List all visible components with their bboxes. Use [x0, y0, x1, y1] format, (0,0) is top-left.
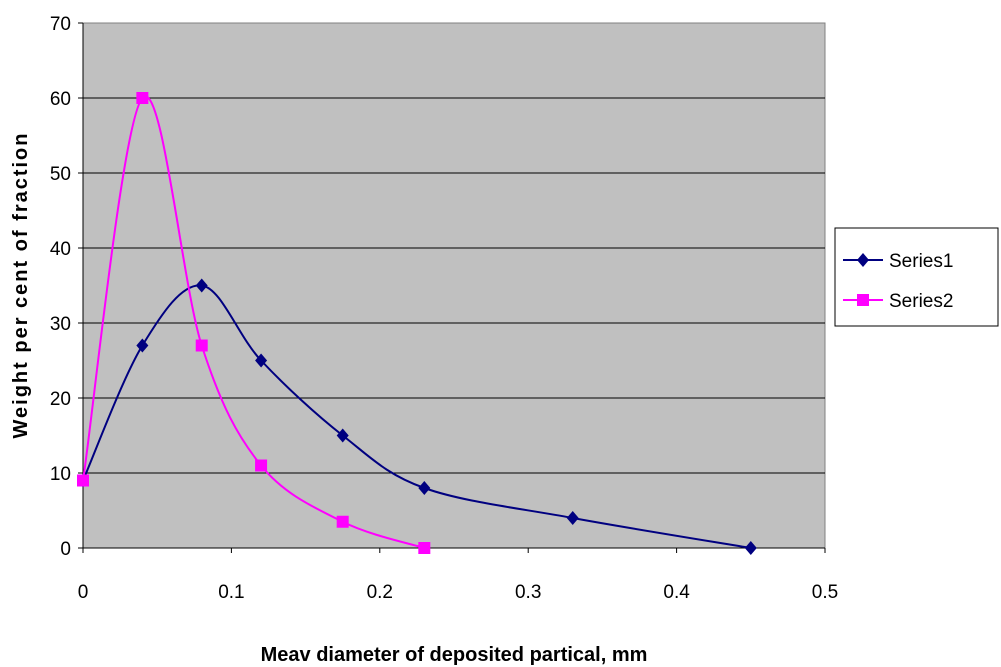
y-tick-label: 20 — [50, 389, 71, 410]
y-tick-label: 60 — [50, 89, 71, 110]
series2-point — [77, 474, 89, 487]
legend-series2-label: Series2 — [889, 291, 953, 312]
x-tick-label: 0.2 — [367, 582, 393, 603]
series1-point — [195, 278, 208, 293]
series1-point — [136, 338, 149, 353]
x-tick-label: 0.5 — [812, 582, 838, 603]
grid-lines — [78, 22, 826, 553]
series1-point — [255, 353, 268, 368]
series-layer — [77, 92, 757, 555]
legend-series1-marker — [857, 253, 869, 267]
y-axis-title: Weight per cent of fraction — [10, 132, 32, 439]
legend-box — [834, 227, 999, 327]
series1-point — [566, 511, 579, 525]
series2-point — [255, 459, 268, 472]
legend-series2-marker — [857, 294, 869, 306]
y-tick-label: 0 — [60, 539, 71, 560]
y-tick-label: 10 — [50, 464, 71, 485]
legend: Series1 Series2 — [834, 227, 999, 327]
series1-point — [336, 428, 349, 443]
legend-series1-label: Series1 — [889, 251, 953, 272]
series2-point — [418, 542, 431, 554]
series2-point — [136, 92, 149, 104]
y-tick-label: 30 — [50, 314, 71, 335]
y-tick-label: 70 — [50, 14, 71, 35]
tick-labels: 0 10 20 30 40 50 60 70 0 0.1 0.2 0.3 0.4 0.5 — [50, 14, 838, 603]
series2-point — [336, 515, 349, 528]
series1-point — [744, 541, 757, 555]
series1-point — [418, 481, 431, 495]
y-tick-label: 40 — [50, 239, 71, 260]
x-axis-title: Meav diameter of deposited partical, mm — [261, 644, 648, 666]
x-tick-label: 0.1 — [218, 582, 244, 603]
x-tick-label: 0 — [78, 582, 89, 603]
x-tick-label: 0.4 — [663, 582, 690, 603]
x-tick-label: 0.3 — [515, 582, 541, 603]
series2-point — [195, 339, 208, 352]
y-tick-label: 50 — [50, 164, 71, 185]
